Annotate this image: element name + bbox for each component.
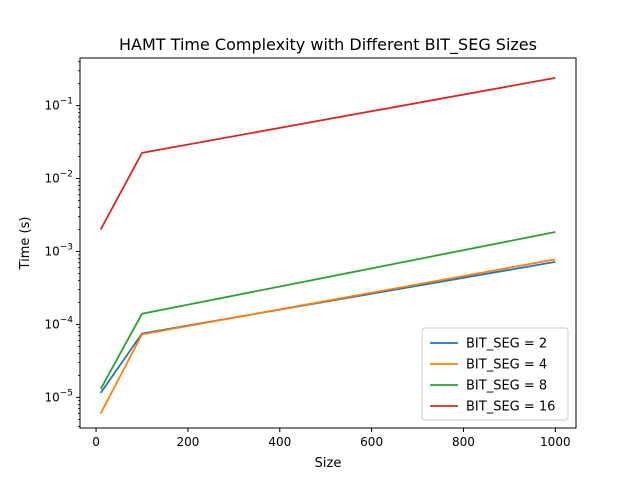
- x-tick-label: 1000: [540, 435, 571, 449]
- y-tick-exponent: −1: [60, 97, 73, 107]
- x-tick-label: 0: [92, 435, 100, 449]
- y-tick-label: 10−4: [44, 315, 73, 331]
- y-tick-base: 10: [44, 390, 59, 404]
- legend-label: BIT_SEG = 16: [466, 400, 555, 415]
- x-tick-label: 800: [452, 435, 475, 449]
- chart-title: HAMT Time Complexity with Different BIT_…: [119, 35, 537, 55]
- y-tick-base: 10: [44, 99, 59, 113]
- y-tick-base: 10: [44, 244, 59, 258]
- legend-label: BIT_SEG = 4: [466, 358, 547, 373]
- y-axis: 10−510−410−310−210−1: [44, 61, 80, 427]
- y-tick-exponent: −5: [60, 388, 73, 398]
- legend-box: [421, 327, 569, 421]
- y-tick-label: 10−2: [44, 170, 73, 186]
- y-tick-label: 10−1: [44, 97, 73, 113]
- y-tick-label: 10−3: [44, 242, 73, 258]
- legend-label: BIT_SEG = 8: [466, 379, 547, 394]
- series-line-2: [99, 231, 556, 390]
- x-tick-label: 400: [268, 435, 291, 449]
- y-tick-base: 10: [44, 172, 59, 186]
- legend-label: BIT_SEG = 2: [466, 337, 547, 352]
- y-tick-exponent: −3: [60, 242, 73, 252]
- series-line-1: [99, 258, 556, 414]
- x-axis: 0 200 400 600 800 1000: [92, 428, 571, 449]
- series-line-3: [99, 77, 556, 230]
- x-axis-label: Size: [315, 456, 342, 471]
- x-tick-label: 200: [176, 435, 199, 449]
- y-tick-label: 10−5: [44, 388, 73, 404]
- y-tick-base: 10: [44, 317, 59, 331]
- plot-frame: [79, 57, 577, 429]
- legend: BIT_SEG = 2 BIT_SEG = 4 BIT_SEG = 8 BIT_SEG…: [421, 327, 569, 421]
- y-axis-label: Time (s): [18, 217, 33, 271]
- x-tick-label: 600: [360, 435, 383, 449]
- plot-area: [99, 77, 556, 414]
- y-tick-exponent: −2: [60, 170, 73, 180]
- y-tick-exponent: −4: [60, 315, 74, 325]
